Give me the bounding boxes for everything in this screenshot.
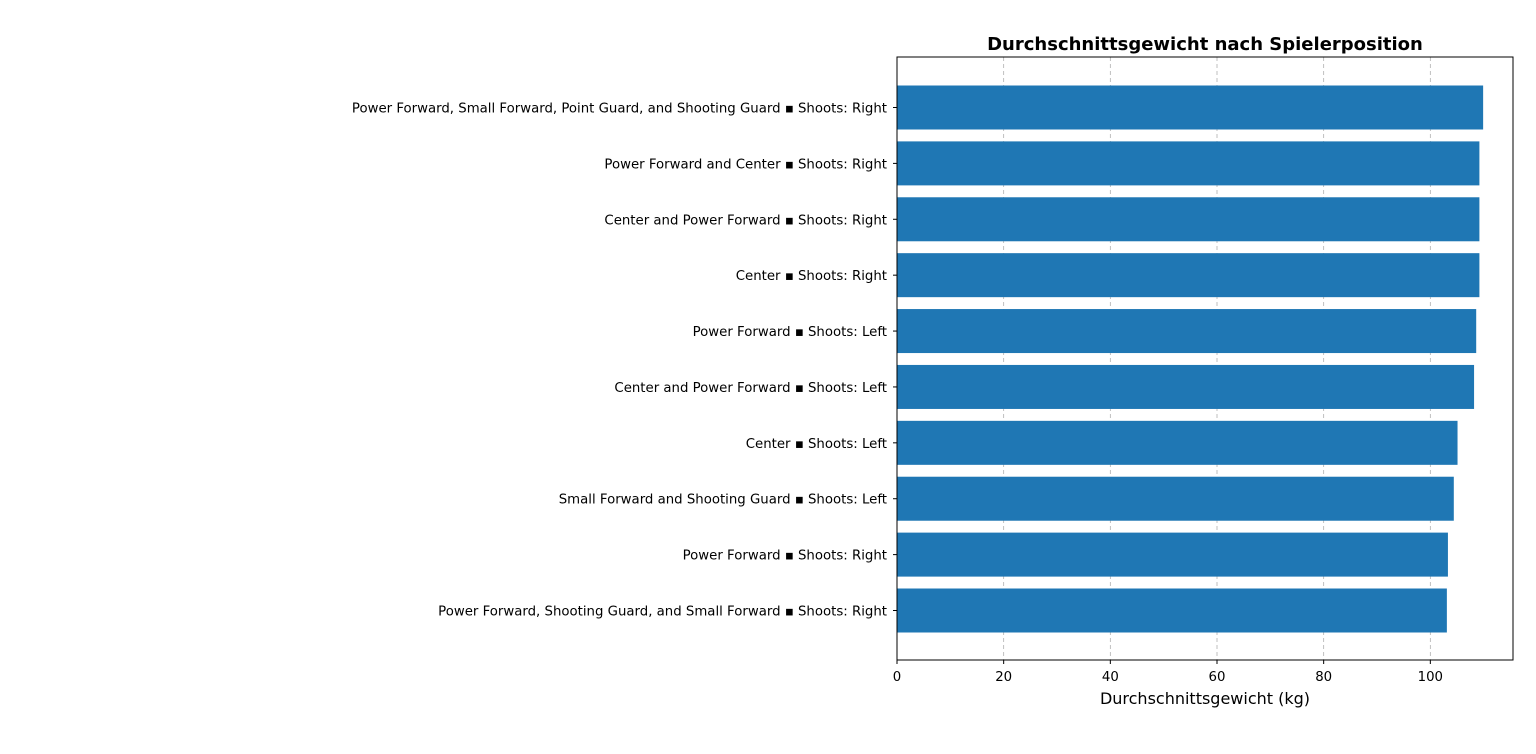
plot-frame [896,56,1514,661]
bar [897,420,1458,465]
x-axis-ticks: 0 20 40 60 80 100 [893,660,1443,685]
category-label: Small Forward and Shooting Guard ▪ Shoot… [559,493,887,508]
bar [897,588,1447,633]
category-label: Power Forward, Shooting Guard, and Small… [438,605,887,620]
bar [897,85,1484,130]
x-tick-label: 40 [1102,670,1119,685]
x-tick-label: 0 [893,670,901,685]
category-label: Center and Power Forward ▪ Shoots: Right [604,213,887,228]
bar [897,364,1475,409]
bar [897,253,1480,298]
bar [897,197,1480,242]
chart-title: Durchschnittsgewicht nach Spielerpositio… [987,34,1423,55]
bar [897,532,1448,577]
x-tick-label: 20 [995,670,1012,685]
bar [897,141,1480,186]
category-labels: Power Forward, Small Forward, Point Guar… [352,102,897,620]
x-axis-label: Durchschnittsgewicht (kg) [1100,689,1310,708]
x-tick-label: 100 [1418,670,1443,685]
x-tick-label: 60 [1209,670,1226,685]
category-label: Power Forward ▪ Shoots: Right [683,549,887,564]
category-label: Power Forward and Center ▪ Shoots: Right [604,157,887,172]
category-label: Center ▪ Shoots: Right [736,269,887,284]
category-label: Power Forward, Small Forward, Point Guar… [352,102,887,117]
bar [897,476,1454,521]
bars [897,85,1484,633]
x-tick-label: 80 [1315,670,1332,685]
category-label: Power Forward ▪ Shoots: Left [693,325,887,340]
bar [897,309,1477,354]
category-label: Center and Power Forward ▪ Shoots: Left [614,381,887,396]
category-label: Center ▪ Shoots: Left [746,437,887,452]
